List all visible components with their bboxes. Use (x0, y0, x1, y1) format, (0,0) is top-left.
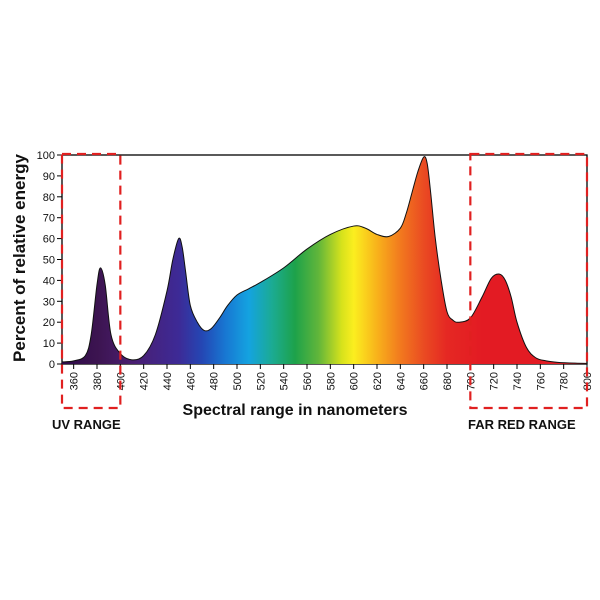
x-tick-label: 560 (302, 372, 314, 390)
spectrum-area (62, 156, 587, 364)
x-tick-label: 740 (512, 372, 524, 390)
x-axis-title: Spectral range in nanometers (183, 402, 408, 419)
far-red-range-box (469, 152, 589, 410)
x-tick-label: 780 (559, 372, 571, 390)
y-tick-label: 90 (43, 171, 55, 183)
x-tick-label: 680 (442, 372, 454, 390)
uv-range-label: UV RANGE (52, 417, 121, 432)
y-tick-label: 60 (43, 234, 55, 246)
y-tick-label: 30 (43, 296, 55, 308)
x-tick-label: 580 (325, 372, 337, 390)
y-tick-label: 50 (43, 255, 55, 267)
x-tick-label: 720 (489, 372, 501, 390)
far-red-range-label: FAR RED RANGE (468, 417, 576, 432)
x-tick-label: 420 (139, 372, 151, 390)
x-tick-label: 360 (69, 372, 81, 390)
x-tick-label: 600 (349, 372, 361, 390)
x-tick-label: 380 (92, 372, 104, 390)
spectrum-curve (61, 156, 588, 364)
x-tick-label: 440 (162, 372, 174, 390)
y-tick-label: 0 (49, 359, 55, 371)
y-tick-label: 70 (43, 213, 55, 225)
uv-range-box (60, 152, 122, 410)
y-axis-title: Percent of relative energy (10, 154, 29, 362)
y-tick-label: 100 (37, 150, 55, 162)
y-tick-label: 20 (43, 317, 55, 329)
x-tick-label: 640 (395, 372, 407, 390)
y-tick-label: 40 (43, 275, 55, 287)
x-tick-label: 660 (419, 372, 431, 390)
x-tick-label: 760 (535, 372, 547, 390)
y-tick-label: 10 (43, 338, 55, 350)
x-tick-label: 500 (232, 372, 244, 390)
x-tick-label: 800 (582, 372, 594, 390)
x-tick-label: 460 (185, 372, 197, 390)
y-tick-label: 80 (43, 192, 55, 204)
x-tick-label: 480 (209, 372, 221, 390)
x-tick-label: 520 (255, 372, 267, 390)
x-tick-label: 540 (279, 372, 291, 390)
x-tick-label: 620 (372, 372, 384, 390)
